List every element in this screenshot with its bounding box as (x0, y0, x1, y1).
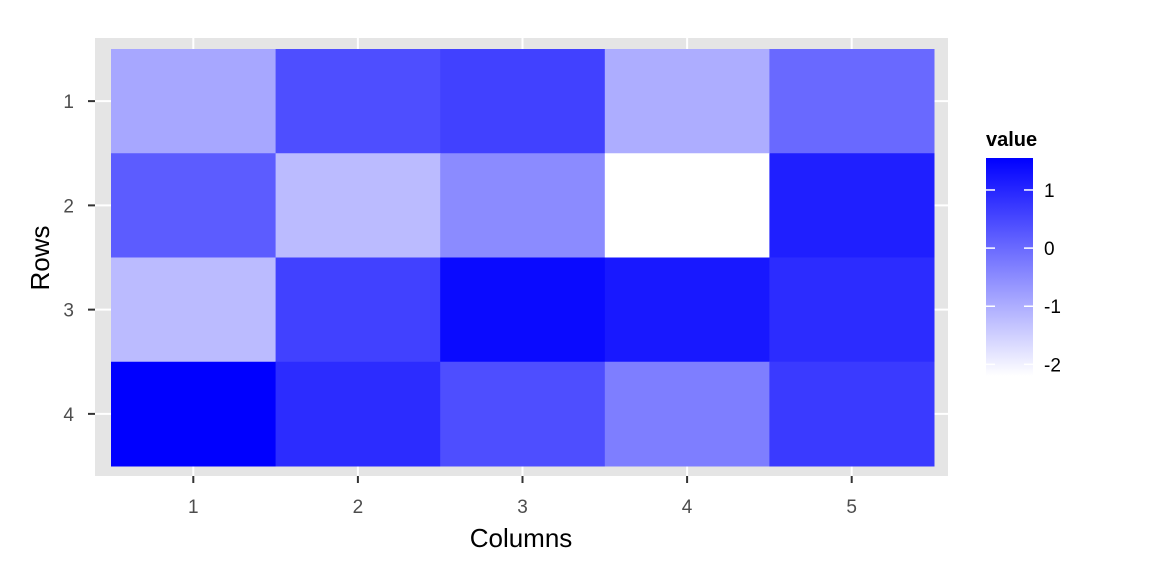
y-tick-label: 2 (63, 196, 74, 217)
heatmap-tiles (111, 49, 935, 467)
heatmap-tile (440, 49, 606, 154)
y-tick-label: 1 (63, 92, 74, 113)
x-tick-label: 5 (846, 497, 857, 518)
y-tick-label: 4 (63, 405, 74, 426)
heatmap-tile (275, 361, 441, 467)
heatmap-tile (275, 257, 441, 363)
heatmap-tile (604, 153, 770, 258)
heatmap-tile (604, 49, 770, 154)
x-tick-label: 1 (188, 497, 199, 518)
legend-colorbar (986, 158, 1033, 376)
x-tick-label: 3 (517, 497, 528, 518)
legend-tick-label: 1 (1044, 181, 1055, 202)
y-axis-title: Rows (25, 225, 55, 290)
heatmap-tile (275, 49, 441, 154)
heatmap-tile (111, 361, 277, 467)
legend-tick-label: -1 (1044, 297, 1061, 318)
legend-ticks: 1 0 -1 -2 (986, 181, 1061, 376)
heatmap-tile (440, 361, 606, 467)
legend-title: value (986, 129, 1037, 151)
heatmap-tile (111, 257, 277, 363)
x-tick-label: 2 (353, 497, 364, 518)
heatmap-tile (769, 361, 935, 467)
legend-tick-label: -2 (1044, 355, 1061, 376)
heatmap-tile (769, 49, 935, 154)
heatmap-tile (604, 257, 770, 363)
x-tick-label: 4 (682, 497, 693, 518)
heatmap-tile (275, 153, 441, 258)
heatmap-tile (769, 257, 935, 363)
axes: 1 2 3 4 5 1 2 3 4 (63, 92, 857, 518)
legend-tick-label: 0 (1044, 239, 1055, 260)
heatmap-tile (440, 257, 606, 363)
heatmap-tile (111, 153, 277, 258)
heatmap-tile (769, 153, 935, 258)
heatmap-tile (440, 153, 606, 258)
legend: value 1 0 -1 -2 (986, 129, 1061, 376)
heatmap-tile (111, 49, 277, 154)
x-axis-title: Columns (470, 523, 573, 553)
heatmap-tile (604, 361, 770, 467)
y-tick-label: 3 (63, 301, 74, 322)
